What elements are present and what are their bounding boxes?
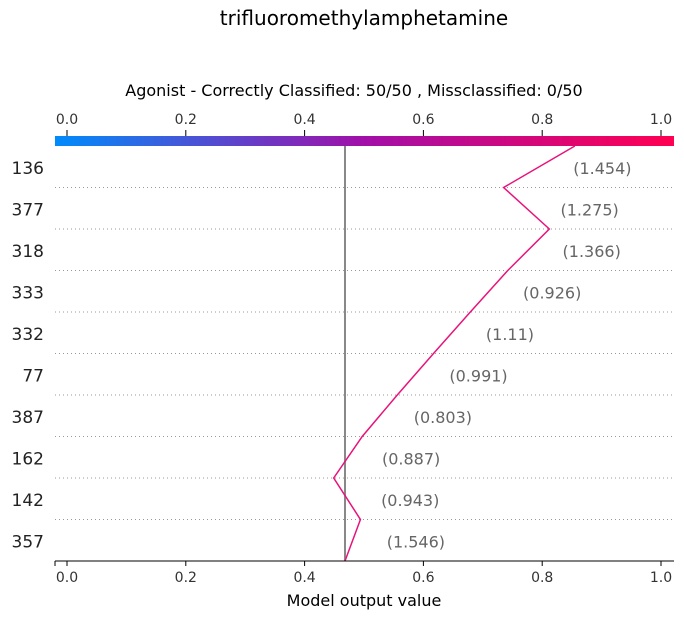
feature-label: 377 xyxy=(12,200,44,220)
top-tick-label: 0.8 xyxy=(531,112,553,128)
feature-value-label: (1.366) xyxy=(563,242,621,261)
feature-label: 162 xyxy=(12,449,44,469)
bottom-tick-label: 0.6 xyxy=(412,570,434,586)
feature-label: 332 xyxy=(12,325,44,345)
feature-label: 357 xyxy=(12,532,44,552)
top-axis-ticks: 0.0 0.2 0.4 0.6 0.8 1.0 xyxy=(56,112,672,136)
feature-value-label: (0.926) xyxy=(523,283,581,302)
top-tick-label: 0.2 xyxy=(175,112,197,128)
top-tick-label: 0.0 xyxy=(56,112,78,128)
bottom-axis-ticks: 0.0 0.2 0.4 0.6 0.8 1.0 xyxy=(56,561,672,586)
bottom-tick-label: 1.0 xyxy=(650,570,672,586)
bottom-tick-label: 0.8 xyxy=(531,570,553,586)
top-tick-label: 0.6 xyxy=(412,112,434,128)
x-axis-label: Model output value xyxy=(287,591,442,610)
feature-label: 142 xyxy=(12,491,44,511)
feature-value-label: (1.11) xyxy=(486,325,534,344)
row-gridlines xyxy=(55,187,674,520)
top-tick-label: 0.4 xyxy=(293,112,315,128)
chart-subtitle: Agonist - Correctly Classified: 50/50 , … xyxy=(125,81,582,100)
feature-value-label: (0.803) xyxy=(414,408,472,427)
feature-value-label: (0.991) xyxy=(449,366,507,385)
feature-label: 318 xyxy=(12,242,44,262)
feature-rows: 136 (1.454) 377 (1.275) 318 (1.366) 333 (0.926)… xyxy=(12,159,632,553)
feature-label: 136 xyxy=(12,159,44,179)
feature-value-label: (0.943) xyxy=(381,491,439,510)
bottom-tick-label: 0.4 xyxy=(293,570,315,586)
feature-label: 77 xyxy=(22,366,44,386)
feature-value-label: (1.546) xyxy=(387,532,445,551)
feature-value-label: (1.275) xyxy=(560,200,618,219)
feature-label: 387 xyxy=(12,408,44,428)
top-tick-label: 1.0 xyxy=(650,112,672,128)
feature-label: 333 xyxy=(12,283,44,303)
bottom-tick-label: 0.0 xyxy=(56,570,78,586)
colorbar xyxy=(55,136,674,146)
chart-title: trifluoromethylamphetamine xyxy=(220,6,508,30)
bottom-tick-label: 0.2 xyxy=(175,570,197,586)
decision-path-line xyxy=(332,145,576,562)
feature-value-label: (1.454) xyxy=(573,159,631,178)
feature-value-label: (0.887) xyxy=(382,449,440,468)
